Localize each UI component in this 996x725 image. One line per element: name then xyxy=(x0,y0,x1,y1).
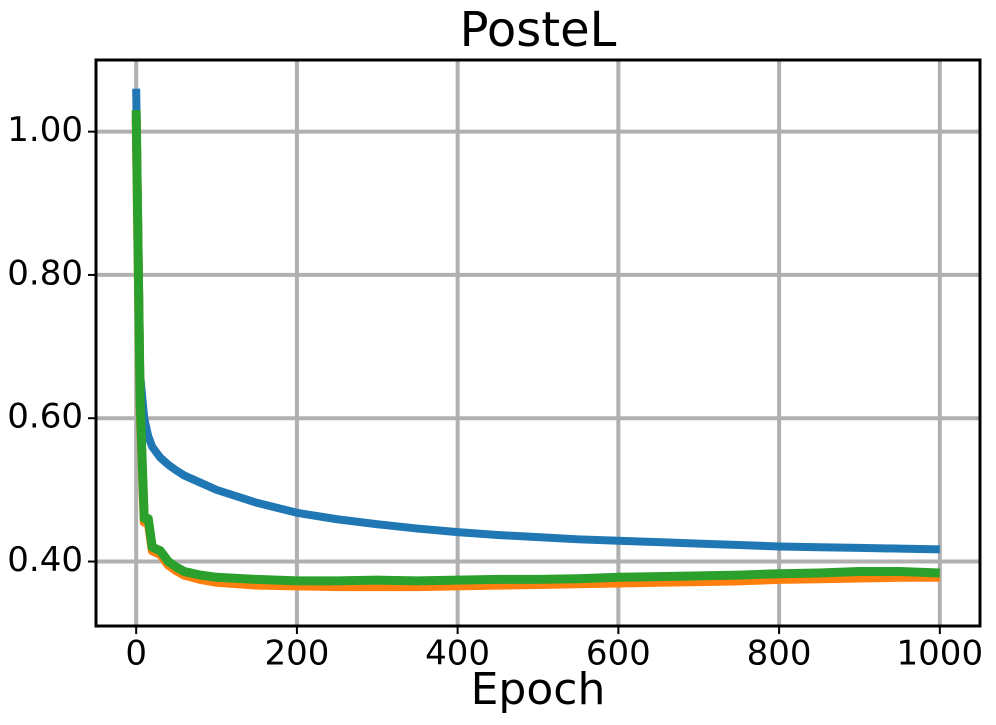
series-line xyxy=(131,110,940,586)
y-tick-label: 0.80 xyxy=(7,253,83,293)
y-tick-label: 1.00 xyxy=(7,110,83,150)
y-tick-label: 0.60 xyxy=(7,397,83,437)
x-tick-label: 400 xyxy=(425,634,490,674)
series-line xyxy=(131,117,940,592)
x-tick-label: 200 xyxy=(264,634,329,674)
x-axis-label: Epoch xyxy=(471,664,606,715)
x-tick-label: 600 xyxy=(586,634,651,674)
series-line xyxy=(132,88,940,554)
x-tick-label: 1000 xyxy=(897,634,984,674)
x-tick-label: 0 xyxy=(125,634,147,674)
plot-frame xyxy=(94,58,982,628)
x-tick-label: 800 xyxy=(747,634,812,674)
y-tick-label: 0.40 xyxy=(7,540,83,580)
chart-title: PosteL xyxy=(460,2,617,58)
